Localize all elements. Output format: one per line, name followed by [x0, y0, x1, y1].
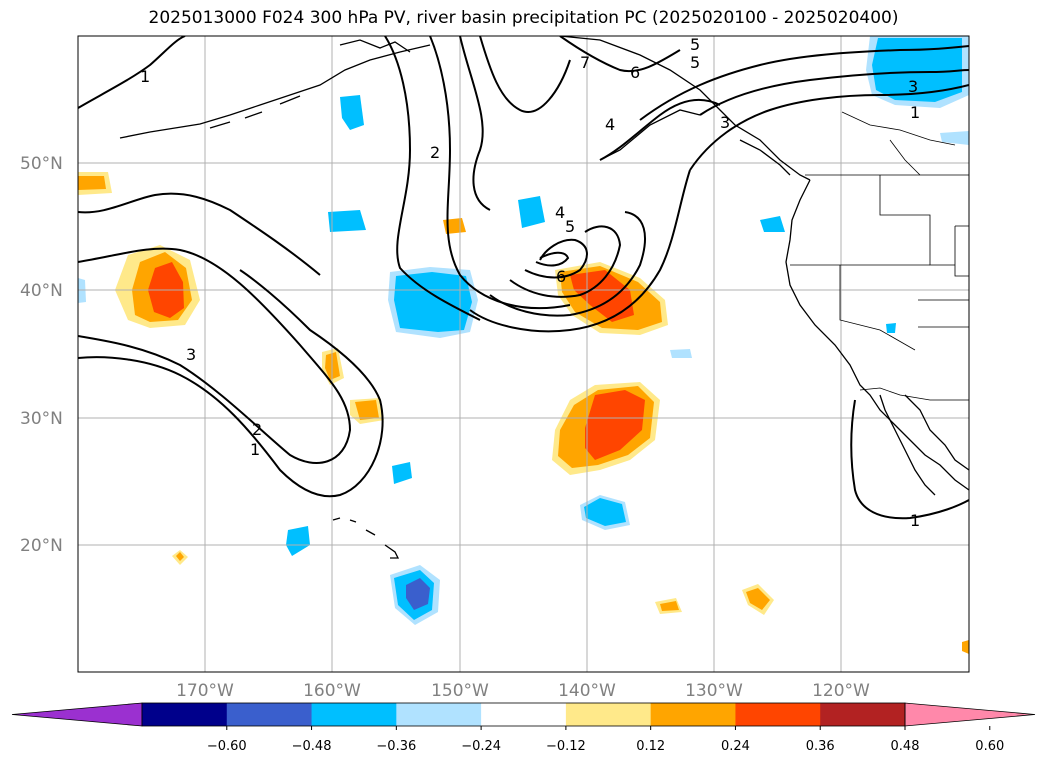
colorbar-tick-label: 0.60: [975, 739, 1004, 754]
lon-label: 150°W: [431, 681, 489, 701]
colorbar-tick-label: −0.36: [376, 739, 416, 754]
colorbar-bin: [142, 703, 228, 726]
colorbar-tick-label: −0.60: [207, 739, 247, 754]
map-title: 2025013000 F024 300 hPa PV, river basin …: [148, 8, 899, 28]
lon-label: 120°W: [812, 681, 870, 701]
colorbar-bin: [311, 703, 397, 726]
colorbar-tick-label: 0.48: [891, 739, 920, 754]
latitude-labels: 50°N 40°N 30°N 20°N: [20, 154, 63, 556]
coastlines: [119, 36, 969, 559]
contour-label: 5: [690, 35, 700, 54]
lat-label: 50°N: [20, 154, 63, 174]
colorbar-tick-label: 0.36: [806, 739, 835, 754]
contour-label: 2: [430, 143, 440, 162]
lon-label: 160°W: [303, 681, 361, 701]
lat-label: 30°N: [20, 409, 63, 429]
colorbar: −0.60 −0.48 −0.36 −0.24 −0.12 0.12 0.24 0.36 0.4…: [11, 702, 1036, 754]
colorbar-tick-label: −0.48: [292, 739, 332, 754]
colorbar-bin: [565, 703, 652, 726]
contour-label: 1: [250, 440, 260, 459]
colorbar-bin: [226, 703, 313, 726]
contour-label: 4: [555, 203, 565, 222]
pv-contour-labels: 1 2 3 4 5 6 7 4 5 6 3 2 1 1 1 3 5: [140, 35, 920, 530]
lon-label: 140°W: [558, 681, 616, 701]
map-frame: [77, 35, 970, 673]
colorbar-bin: [481, 703, 567, 726]
contour-label: 7: [580, 53, 590, 72]
contour-label: 2: [252, 420, 262, 439]
contour-label: 5: [690, 53, 700, 72]
colorbar-bin: [820, 703, 906, 726]
colorbar-bin: [735, 703, 821, 726]
contour-label: 3: [720, 113, 730, 132]
lat-label: 40°N: [20, 281, 63, 301]
longitude-labels: 170°W 160°W 150°W 140°W 130°W 120°W: [176, 681, 870, 701]
contour-label: 3: [908, 77, 918, 96]
colorbar-frame: [141, 702, 906, 727]
colorbar-tick-label: 0.24: [721, 739, 750, 754]
contour-label: 6: [630, 63, 640, 82]
colorbar-extend-min: [11, 702, 143, 727]
colorbar-bin: [650, 703, 736, 726]
contour-label: 1: [910, 511, 920, 530]
precip-fills: [78, 36, 969, 654]
colorbar-bin: [396, 703, 482, 726]
colorbar-tick-label: 0.12: [636, 739, 665, 754]
colorbar-tick-label: −0.12: [546, 739, 586, 754]
contour-label: 1: [140, 67, 150, 86]
pv-contours: [78, 36, 969, 520]
lon-label: 130°W: [685, 681, 743, 701]
contour-label: 3: [186, 345, 196, 364]
lon-label: 170°W: [176, 681, 234, 701]
contour-label: 5: [565, 217, 575, 236]
lat-label: 20°N: [20, 536, 63, 556]
contour-label: 1: [910, 103, 920, 122]
contour-label: 6: [556, 267, 566, 286]
map-area: 1 2 3 4 5 6 7 4 5 6 3 2 1 1 1 3 5: [78, 35, 969, 672]
colorbar-extend-max: [904, 702, 1036, 727]
contour-label: 4: [605, 115, 615, 134]
graticule: [78, 36, 969, 672]
political-borders: [790, 111, 969, 401]
colorbar-tick-label: −0.24: [461, 739, 501, 754]
